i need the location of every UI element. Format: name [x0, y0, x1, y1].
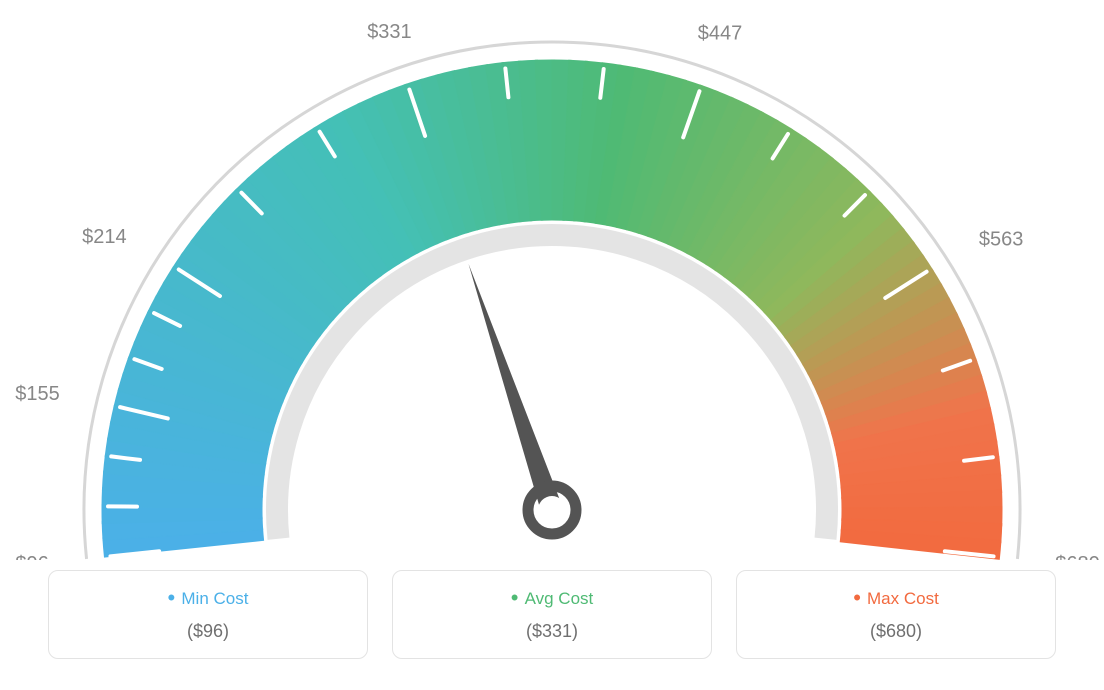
legend-label: Max Cost — [737, 585, 1055, 611]
gauge-svg: $96 $155 $214 $331 $447 $563 $680 — [0, 0, 1104, 560]
legend-label: Min Cost — [49, 585, 367, 611]
cost-gauge: $96 $155 $214 $331 $447 $563 $680 — [0, 0, 1104, 560]
legend-card: Avg Cost ($331) — [392, 570, 712, 659]
tick-label: $96 — [15, 553, 48, 560]
gauge-needle — [468, 264, 562, 514]
legend-value: ($680) — [737, 621, 1055, 642]
tick-label: $214 — [82, 226, 127, 248]
legend-card: Min Cost ($96) — [48, 570, 368, 659]
legend-card: Max Cost ($680) — [736, 570, 1056, 659]
legend-value: ($331) — [393, 621, 711, 642]
legend-value: ($96) — [49, 621, 367, 642]
legend-row: Min Cost ($96) Avg Cost ($331) Max Cost ($680… — [0, 570, 1104, 659]
tick-label: $680 — [1055, 553, 1100, 560]
legend-label: Avg Cost — [393, 585, 711, 611]
tick-label: $331 — [367, 21, 412, 43]
tick-label: $155 — [15, 383, 60, 405]
needle-hub-inner — [538, 496, 566, 524]
tick-label: $447 — [698, 23, 743, 45]
tick-label: $563 — [979, 228, 1024, 250]
